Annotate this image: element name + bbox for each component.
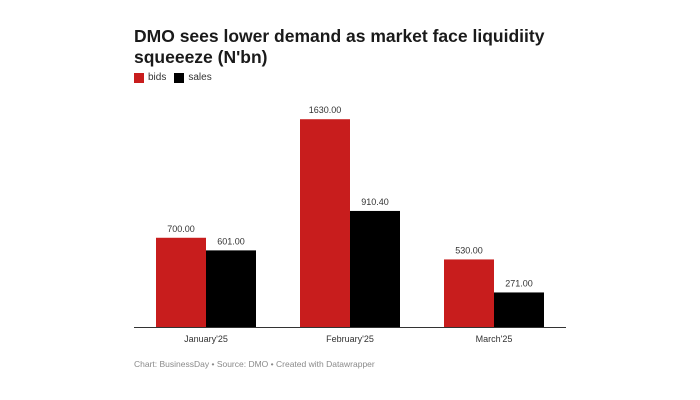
- value-label-sales-2: 271.00: [505, 278, 533, 288]
- x-tick-label-0: January'25: [184, 334, 228, 344]
- bar-bids-2: [444, 259, 494, 327]
- chart-footer: Chart: BusinessDay • Source: DMO • Creat…: [134, 359, 375, 369]
- x-tick-label-2: March'25: [476, 334, 513, 344]
- bar-sales-0: [206, 250, 256, 327]
- legend-swatch-bids: [134, 72, 144, 83]
- legend-label-bids: bids: [148, 72, 167, 83]
- legend-label-sales: sales: [188, 72, 212, 83]
- x-tick-label-1: February'25: [326, 334, 374, 344]
- value-label-bids-0: 700.00: [167, 224, 195, 234]
- bar-sales-1: [350, 210, 400, 327]
- bar-sales-2: [494, 292, 544, 327]
- bar-bids-0: [156, 237, 206, 327]
- value-label-bids-2: 530.00: [455, 245, 483, 255]
- legend-item-sales: sales: [174, 72, 212, 83]
- chart-title: DMO sees lower demand as market face liq…: [134, 26, 545, 67]
- value-label-bids-1: 1630.00: [309, 105, 342, 115]
- legend-item-bids: bids: [134, 72, 166, 83]
- bar-bids-1: [300, 119, 350, 327]
- value-label-sales-1: 910.40: [361, 197, 389, 207]
- value-label-sales-0: 601.00: [217, 236, 245, 246]
- legend-swatch-sales: [174, 72, 185, 83]
- legend: bids sales: [134, 72, 220, 83]
